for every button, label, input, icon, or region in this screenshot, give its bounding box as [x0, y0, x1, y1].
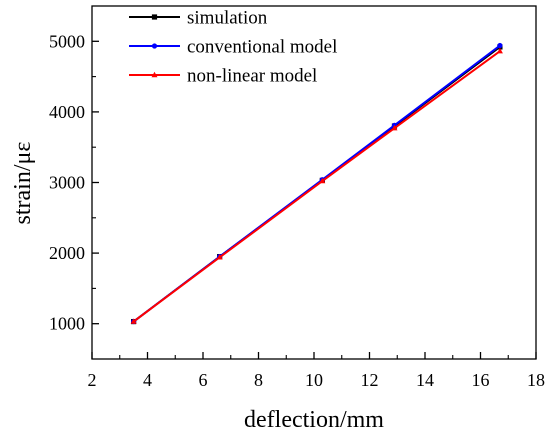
y-tick-label: 3000: [49, 173, 85, 193]
y-tick-label: 2000: [49, 243, 85, 263]
y-tick-label: 1000: [49, 314, 85, 334]
series-non-linear-model: [130, 47, 503, 324]
triangle-marker: [391, 124, 398, 131]
y-tick-label: 4000: [49, 102, 85, 122]
x-axis-title: deflection/mm: [244, 407, 384, 433]
x-tick-label: 14: [416, 370, 434, 390]
x-tick-label: 6: [199, 370, 208, 390]
legend-label: conventional model: [187, 37, 337, 58]
plot-frame: [91, 5, 537, 360]
x-tick-label: 18: [527, 370, 545, 390]
triangle-marker: [151, 71, 158, 78]
ticks-layer: 2 4 6 8 10 12 14 16 18 1000 2000 3000 4000 5000: [49, 31, 545, 390]
series-layer: [130, 42, 503, 325]
legend: simulation conventional model non-linear m…: [129, 8, 337, 87]
legend-item: simulation: [129, 8, 268, 29]
legend-label: non-linear model: [187, 66, 317, 87]
triangle-marker: [216, 254, 223, 260]
axes-layer: [91, 5, 537, 360]
x-tick-label: 8: [254, 370, 263, 390]
circle-marker: [151, 43, 158, 49]
x-tick-label: 4: [143, 370, 152, 390]
series-line: [133, 50, 501, 323]
legend-label: simulation: [187, 8, 268, 29]
y-tick-label: 5000: [49, 31, 85, 51]
y-axis-title: strain/με: [10, 142, 36, 225]
x-tick-label: 2: [88, 370, 97, 390]
x-tick-label: 10: [305, 370, 323, 390]
triangle-marker: [130, 318, 137, 324]
triangle-marker: [319, 177, 326, 184]
legend-item: non-linear model: [129, 66, 317, 87]
x-tick-label: 12: [361, 370, 379, 390]
square-marker: [151, 14, 158, 20]
circle-marker: [497, 42, 503, 49]
x-tick-label: 16: [472, 370, 490, 390]
legend-item: conventional model: [129, 37, 337, 58]
triangle-marker: [496, 47, 503, 54]
